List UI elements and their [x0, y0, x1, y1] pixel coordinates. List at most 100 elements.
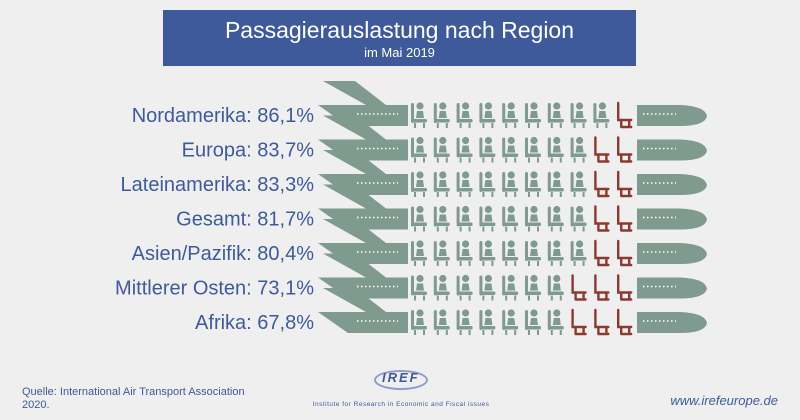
plane-tail	[323, 115, 386, 140]
chart-subtitle: im Mai 2019	[364, 45, 435, 60]
plane-tail	[323, 81, 386, 105]
plane-tail	[323, 150, 386, 174]
seat-empty	[571, 274, 587, 301]
chart-header: Passagierauslastung nach Region im Mai 2…	[163, 10, 636, 66]
logo-text: IREF	[382, 370, 420, 385]
seat-empty	[594, 308, 610, 336]
seat-occupied	[570, 136, 587, 163]
seat-occupied	[479, 309, 496, 335]
seat-occupied	[433, 274, 450, 301]
seat-occupied	[411, 136, 427, 163]
seat-occupied	[525, 240, 541, 266]
seat-occupied	[456, 274, 473, 301]
pictogram-chart: Nordamerika: 86,1% Europa: 83,7% Lateiname…	[115, 81, 707, 336]
row-label: Afrika: 67,8%	[195, 312, 314, 334]
seat-occupied	[525, 274, 541, 301]
seat-occupied	[433, 240, 450, 266]
seat-empty	[617, 101, 633, 129]
logo-tagline: Institute for Research in Economic and F…	[312, 401, 490, 408]
seat-empty	[594, 170, 610, 198]
seat-occupied	[502, 136, 519, 163]
seat-occupied	[411, 205, 427, 232]
seat-occupied	[479, 136, 496, 163]
seat-occupied	[479, 274, 496, 301]
plane-tail	[323, 219, 386, 243]
seat-occupied	[433, 102, 450, 128]
plane-tail	[323, 184, 386, 209]
plane-tail	[323, 253, 386, 278]
seat-occupied	[411, 102, 427, 128]
row-label: Europa: 83,7%	[182, 140, 315, 162]
seat-empty	[617, 136, 633, 163]
seat-empty	[617, 170, 633, 198]
seat-occupied	[479, 102, 496, 128]
plane-row	[318, 81, 707, 129]
seat-occupied	[593, 102, 610, 128]
seat-empty	[617, 308, 633, 336]
seat-occupied	[547, 240, 564, 266]
plane-tail	[323, 288, 386, 312]
plane-fuselage-rear	[318, 312, 408, 333]
plane-nose	[637, 243, 707, 264]
seat-occupied	[411, 240, 427, 266]
seat-occupied	[479, 240, 496, 266]
seat-occupied	[433, 205, 450, 232]
seat-empty	[594, 239, 610, 267]
plane-row	[318, 288, 707, 336]
row-label: Gesamt: 81,7%	[176, 209, 314, 231]
seat-occupied	[502, 309, 519, 335]
seat-occupied	[502, 171, 519, 197]
seat-occupied	[525, 205, 541, 232]
seat-empty	[617, 239, 633, 267]
seat-occupied	[456, 309, 473, 335]
plane-nose	[637, 312, 707, 333]
seat-occupied	[433, 171, 450, 197]
row-label: Mittlerer Osten: 73,1%	[115, 278, 314, 300]
seat-occupied	[547, 205, 564, 232]
seat-occupied	[570, 171, 587, 197]
seat-occupied	[547, 171, 564, 197]
iref-logo: IREF Institute for Research in Economic …	[296, 368, 506, 416]
seat-occupied	[547, 274, 564, 301]
row-label: Asien/Pazifik: 80,4%	[132, 243, 315, 265]
seat-occupied	[479, 171, 496, 197]
seat-empty	[571, 308, 587, 336]
seat-occupied	[547, 102, 564, 128]
seat-occupied	[570, 102, 587, 128]
plane-nose	[637, 105, 707, 126]
seat-empty	[617, 274, 633, 301]
seat-occupied	[456, 171, 473, 197]
row-label: Lateinamerika: 83,3%	[121, 174, 315, 196]
plane-row	[318, 115, 707, 163]
logo-ring	[374, 370, 428, 390]
seat-occupied	[433, 136, 450, 163]
seat-occupied	[456, 136, 473, 163]
seat-occupied	[570, 205, 587, 232]
seat-occupied	[456, 205, 473, 232]
seat-empty	[594, 205, 610, 232]
seat-occupied	[502, 102, 519, 128]
seat-occupied	[547, 309, 564, 335]
seat-occupied	[525, 171, 541, 197]
seat-occupied	[502, 274, 519, 301]
seat-occupied	[433, 309, 450, 335]
seat-empty	[594, 274, 610, 301]
plane-nose	[637, 277, 707, 299]
seat-occupied	[502, 205, 519, 232]
seat-occupied	[456, 240, 473, 266]
seat-occupied	[547, 136, 564, 163]
seat-empty	[594, 136, 610, 163]
plane-nose	[637, 174, 707, 195]
seat-occupied	[525, 136, 541, 163]
seat-occupied	[411, 171, 427, 197]
website-link[interactable]: www.irefeurope.de	[670, 393, 778, 408]
seat-occupied	[502, 240, 519, 266]
source-note: Quelle: International Air Transport Asso…	[22, 386, 245, 411]
plane-row	[318, 150, 707, 198]
seat-occupied	[456, 102, 473, 128]
seat-occupied	[525, 309, 541, 335]
plane-nose	[637, 139, 707, 161]
seat-occupied	[479, 205, 496, 232]
seat-empty	[617, 205, 633, 232]
plane-nose	[637, 208, 707, 230]
